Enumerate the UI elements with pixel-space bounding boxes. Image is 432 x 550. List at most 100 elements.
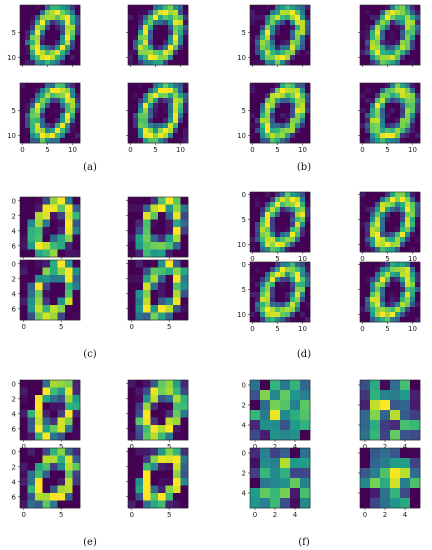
heatmap-cell: [290, 35, 296, 41]
heatmap-cell: [27, 305, 36, 313]
heatmap-cell: [275, 25, 281, 31]
heatmap-cell: [128, 417, 136, 426]
heatmap-cell: [165, 290, 174, 298]
heatmap-cell: [400, 297, 406, 303]
heatmap-cell: [30, 35, 36, 41]
heatmap-cell: [135, 219, 144, 228]
heatmap-cell: [50, 197, 58, 205]
heatmap-cell: [255, 83, 261, 89]
heatmap-cell: [390, 232, 396, 238]
heatmap-cell: [250, 133, 256, 139]
heatmap-cell: [150, 463, 159, 471]
heatmap-cell: [405, 287, 411, 293]
x-tick-label: 0: [250, 255, 254, 263]
heatmap-cell: [27, 312, 36, 321]
heatmap-cell: [135, 197, 144, 205]
heatmap-cell: [20, 493, 28, 501]
heatmap-cell: [365, 55, 371, 61]
heatmap-cell: [20, 128, 26, 134]
heatmap-cell: [158, 15, 164, 21]
heatmap-cell: [400, 282, 406, 288]
heatmap-cell: [148, 88, 154, 94]
heatmap-cell: [180, 485, 189, 494]
heatmap-cell: [265, 192, 271, 198]
heatmap-cell: [400, 88, 406, 94]
heatmap-image: 05: [126, 196, 189, 268]
heatmap-cell: [380, 88, 386, 94]
heatmap-cell: [27, 410, 36, 418]
heatmap-cell: [150, 305, 159, 313]
heatmap-cell: [385, 312, 391, 318]
heatmap-cell: [27, 478, 36, 486]
heatmap-cell: [375, 227, 381, 233]
heatmap-cell: [300, 108, 306, 114]
heatmap-cell: [135, 204, 144, 213]
heatmap-cell: [400, 93, 406, 99]
heatmap-cell: [395, 108, 401, 114]
heatmap-cell: [153, 25, 159, 31]
heatmap-cell: [20, 425, 28, 433]
heatmap-cell: [300, 468, 311, 479]
heatmap-cell: [150, 455, 159, 464]
heatmap-cell: [270, 93, 276, 99]
heatmap-cell: [285, 272, 291, 278]
heatmap-cell: [158, 282, 166, 291]
heatmap-cell: [183, 133, 189, 139]
heatmap-cell: [260, 45, 266, 51]
heatmap-cell: [75, 108, 81, 114]
heatmap-cell: [295, 267, 301, 273]
heatmap-cell: [158, 305, 166, 313]
heatmap-cell: [75, 118, 81, 124]
heatmap-cell: [305, 272, 311, 278]
heatmap-cell: [405, 267, 411, 273]
heatmap-cell: [395, 202, 401, 208]
heatmap-cell: [72, 290, 81, 298]
x-tick-label: 5: [167, 511, 171, 519]
heatmap-cell: [295, 207, 301, 213]
heatmap-cell: [70, 45, 76, 51]
heatmap-cell: [370, 400, 381, 411]
heatmap-cell: [255, 282, 261, 288]
heatmap-cell: [35, 380, 43, 388]
heatmap-cell: [165, 212, 174, 220]
heatmap-cell: [20, 55, 26, 61]
heatmap-cell: [380, 128, 386, 134]
heatmap-cell: [65, 93, 71, 99]
heatmap-cell: [180, 242, 189, 250]
heatmap-cell: [390, 128, 396, 134]
heatmap-cell: [390, 458, 401, 469]
heatmap-cell: [400, 380, 411, 391]
heatmap-cell: [405, 15, 411, 21]
heatmap-cell: [305, 242, 311, 248]
heatmap-cell: [260, 128, 266, 134]
heatmap-cell: [380, 40, 386, 46]
heatmap-cell: [138, 138, 144, 144]
heatmap-cell: [143, 493, 151, 501]
heatmap-cell: [370, 317, 376, 323]
y-tick-label: 2: [12, 212, 16, 220]
heatmap-cell: [370, 55, 376, 61]
heatmap-cell: [290, 317, 296, 323]
heatmap-cell: [300, 88, 306, 94]
heatmap-cell: [405, 55, 411, 61]
heatmap-cell: [280, 292, 286, 298]
heatmap-cell: [385, 217, 391, 223]
heatmap-cell: [285, 287, 291, 293]
heatmap-cell: [45, 108, 51, 114]
heatmap-cell: [255, 108, 261, 114]
heatmap-cell: [295, 277, 301, 283]
heatmap-cell: [65, 463, 73, 471]
heatmap-cell: [35, 108, 41, 114]
heatmap-cell: [30, 128, 36, 134]
heatmap-cell: [300, 30, 306, 36]
heatmap-cell: [260, 297, 266, 303]
heatmap-cell: [178, 83, 184, 89]
heatmap-cell: [27, 395, 36, 403]
heatmap-cell: [153, 88, 159, 94]
heatmap-cell: [415, 247, 421, 253]
heatmap-cell: [305, 267, 311, 273]
heatmap-cell: [143, 432, 151, 441]
heatmap-cell: [415, 128, 421, 134]
